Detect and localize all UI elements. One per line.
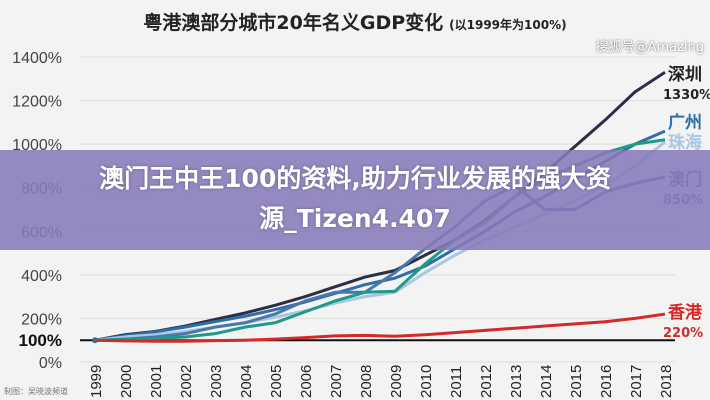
series-label-珠海: 珠海 xyxy=(668,132,702,153)
x-tick-label: 2007 xyxy=(328,365,345,398)
headline-line-2: 源_Tizen4.407 xyxy=(259,204,451,233)
x-tick-label: 2010 xyxy=(418,365,435,398)
title-text: 粤港澳部分城市20年名义GDP变化 xyxy=(143,12,444,34)
y-tick-label: 100% xyxy=(19,331,62,350)
y-tick-label: 1400% xyxy=(12,50,62,67)
x-tick-label: 2002 xyxy=(178,365,195,398)
series-label-广州: 广州 xyxy=(668,112,702,133)
x-tick-label: 2008 xyxy=(358,365,375,398)
x-tick-label: 2009 xyxy=(388,365,405,398)
x-tick-label: 2000 xyxy=(118,365,135,398)
x-tick-label: 2003 xyxy=(208,365,225,398)
series-label-香港: 香港 xyxy=(668,302,703,323)
x-tick-label: 2016 xyxy=(598,365,615,398)
x-tick-label: 2001 xyxy=(148,365,165,398)
x-tick-label: 2017 xyxy=(628,365,645,398)
y-tick-label: 1200% xyxy=(12,94,62,111)
x-tick-label: 2018 xyxy=(658,365,675,398)
series-line-香港 xyxy=(94,312,666,343)
x-tick-label: 2006 xyxy=(298,365,315,398)
origin-point xyxy=(92,337,98,344)
series-end-value-深圳: 1330% xyxy=(663,88,710,103)
source-credit: 制图：吴晓波频道 xyxy=(4,387,68,396)
x-tick-label: 2004 xyxy=(238,365,255,398)
y-tick-label: 0% xyxy=(39,355,62,372)
y-tick-label: 400% xyxy=(21,268,62,285)
x-tick-label: 2005 xyxy=(268,365,285,398)
x-tick-label: 2012 xyxy=(478,365,495,398)
series-end-value-香港: 220% xyxy=(663,326,703,341)
y-tick-label: 200% xyxy=(21,311,62,328)
chart-subtitle: (以1999年为100%) xyxy=(449,18,567,32)
x-tick-label: 2014 xyxy=(538,365,555,398)
chart-title: 粤港澳部分城市20年名义GDP变化 (以1999年为100%) xyxy=(143,8,566,35)
x-tick-label: 2013 xyxy=(508,365,525,398)
watermark: 搜狐号@Amazing xyxy=(595,40,704,55)
y-tick-label: 1000% xyxy=(12,137,62,154)
series-label-深圳: 深圳 xyxy=(668,64,702,85)
headline-banner xyxy=(0,150,710,250)
headline-line-1: 澳门王中王100的资料,助力行业发展的强大资 xyxy=(99,164,611,193)
x-tick-label: 2015 xyxy=(568,365,585,398)
x-tick-label: 1999 xyxy=(88,365,105,398)
x-tick-label: 2011 xyxy=(448,366,465,398)
